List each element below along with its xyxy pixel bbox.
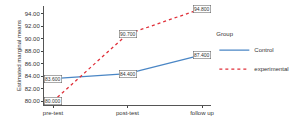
svg-text:84.400: 84.400 — [120, 71, 136, 77]
svg-text:87.400: 87.400 — [194, 52, 210, 58]
svg-text:80.000: 80.000 — [45, 98, 61, 104]
svg-text:84.00: 84.00 — [25, 73, 41, 79]
svg-text:Group: Group — [216, 31, 233, 37]
svg-text:94.00: 94.00 — [25, 11, 41, 17]
svg-text:90.00: 90.00 — [25, 36, 41, 42]
svg-text:experimental: experimental — [254, 66, 288, 72]
svg-text:88.00: 88.00 — [25, 48, 41, 54]
svg-text:Estimated marginal means: Estimated marginal means — [16, 20, 22, 91]
svg-text:post-test: post-test — [116, 110, 139, 116]
svg-text:pre-test: pre-test — [43, 110, 64, 116]
svg-text:83.600: 83.600 — [45, 76, 61, 82]
svg-text:86.00: 86.00 — [25, 61, 41, 67]
svg-text:94.800: 94.800 — [194, 6, 210, 12]
svg-text:92.00: 92.00 — [25, 23, 41, 29]
svg-text:follow up: follow up — [190, 110, 214, 116]
svg-text:80.00: 80.00 — [25, 98, 41, 104]
svg-text:82.00: 82.00 — [25, 86, 41, 92]
svg-text:90.700: 90.700 — [120, 31, 136, 37]
svg-text:Control: Control — [254, 47, 273, 53]
